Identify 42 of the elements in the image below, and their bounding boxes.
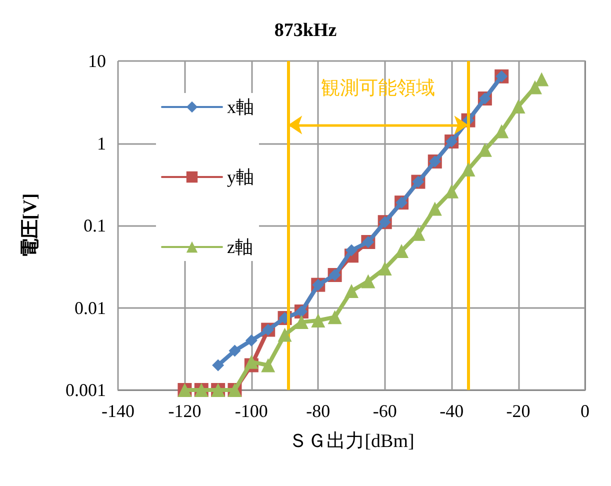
point bbox=[534, 72, 549, 86]
x-tick-label: -120 bbox=[168, 401, 202, 421]
x-tick-label: -60 bbox=[372, 401, 397, 421]
point bbox=[428, 202, 442, 216]
point bbox=[311, 313, 326, 328]
point bbox=[361, 274, 376, 288]
y-tick-label: 1 bbox=[97, 133, 106, 154]
y-tick-label: 0.01 bbox=[74, 298, 106, 318]
point bbox=[212, 359, 224, 372]
y-axis-title: 電圧[V] bbox=[20, 193, 41, 258]
x-tick-label: -140 bbox=[102, 401, 134, 421]
point bbox=[378, 262, 392, 276]
point bbox=[394, 244, 409, 258]
legend-label: y軸 bbox=[227, 167, 254, 187]
y-tick-label: 0.001 bbox=[66, 380, 106, 400]
point bbox=[528, 80, 542, 94]
point bbox=[328, 310, 342, 324]
point bbox=[228, 344, 241, 357]
point bbox=[294, 315, 308, 330]
legend-label: x軸 bbox=[227, 97, 254, 117]
x-tick-label: -40 bbox=[440, 401, 464, 421]
point bbox=[494, 124, 509, 138]
point bbox=[245, 334, 258, 346]
y-tick-label: 10 bbox=[88, 51, 106, 71]
y-tick-label: 0.1 bbox=[84, 216, 106, 236]
x-tick-label: -80 bbox=[306, 401, 330, 421]
point bbox=[244, 354, 258, 369]
point bbox=[461, 162, 476, 176]
point bbox=[511, 99, 526, 114]
chart-title: 873kHz bbox=[274, 20, 338, 41]
point bbox=[478, 142, 492, 157]
x-tick-label: -20 bbox=[506, 401, 530, 421]
point bbox=[346, 244, 358, 256]
x-tick-label: -100 bbox=[234, 401, 268, 421]
annotation: 観測可能領域 bbox=[321, 77, 436, 99]
point bbox=[344, 284, 358, 298]
point bbox=[278, 328, 292, 342]
point bbox=[444, 184, 459, 198]
x-axis-title: ＳＧ出力[dBm] bbox=[288, 431, 414, 452]
point bbox=[261, 358, 276, 372]
x-tick-label: 0 bbox=[580, 401, 590, 421]
legend-label: z軸 bbox=[227, 237, 253, 257]
